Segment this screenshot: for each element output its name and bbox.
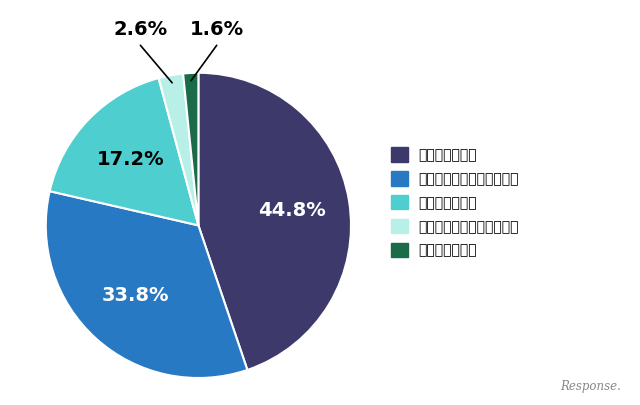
Wedge shape xyxy=(46,191,248,378)
Text: Response.: Response. xyxy=(560,380,621,393)
Text: 44.8%: 44.8% xyxy=(258,200,326,220)
Text: 2.6%: 2.6% xyxy=(113,20,168,39)
Text: 1.6%: 1.6% xyxy=(189,20,244,39)
Wedge shape xyxy=(50,78,198,226)
Text: 17.2%: 17.2% xyxy=(97,150,164,169)
Legend: とても良い印象, どちらかというと良い印象, どちらでもない, どちらかというと悪い印象, とても悪い印象: とても良い印象, どちらかというと良い印象, どちらでもない, どちらかというと… xyxy=(391,147,519,258)
Wedge shape xyxy=(159,74,198,226)
Wedge shape xyxy=(198,73,351,370)
Text: 33.8%: 33.8% xyxy=(101,286,169,305)
Wedge shape xyxy=(183,73,198,226)
